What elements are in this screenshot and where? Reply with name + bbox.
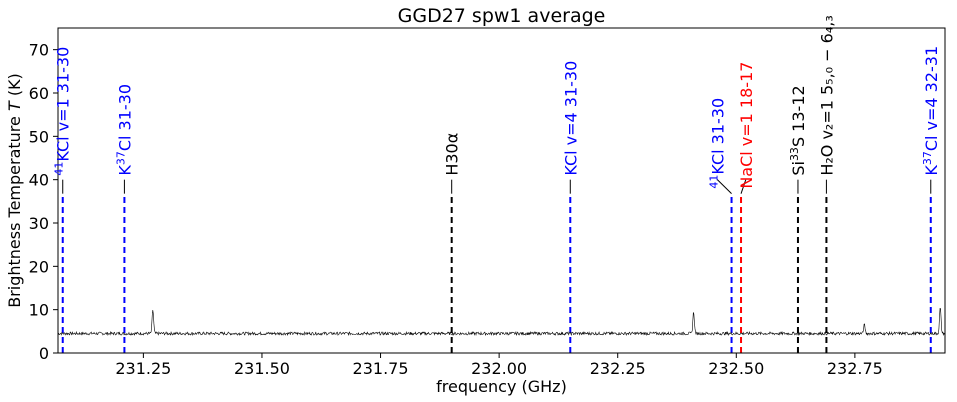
y-tick-label: 70 — [29, 41, 49, 60]
line-marker-label: 41KCl 31-30 — [707, 98, 728, 189]
line-marker-label: H₂O v₂=1 5₅,₀ − 6₄,₃ — [817, 15, 836, 175]
y-tick-label: 30 — [29, 214, 49, 233]
line-marker-leader — [740, 179, 747, 194]
line-marker-label: K37Cl v=4 32-31 — [920, 46, 941, 176]
line-marker-label: H30α — [443, 133, 462, 176]
x-tick-label: 232.75 — [827, 359, 883, 378]
y-tick-label: 0 — [39, 344, 49, 363]
line-marker-label: NaCl v=1 18-17 — [737, 62, 756, 189]
plot-frame — [57, 27, 946, 354]
x-axis-label: frequency (GHz) — [436, 377, 567, 396]
line-marker-leader — [716, 179, 732, 195]
y-tick-label: 50 — [29, 127, 49, 146]
x-tick-label: 232.00 — [471, 359, 527, 378]
x-tick-label: 231.50 — [234, 359, 290, 378]
x-tick-label: 232.25 — [590, 359, 646, 378]
line-marker-label: KCl v=4 31-30 — [561, 61, 580, 176]
line-marker-layer — [61, 179, 932, 353]
x-tick-label: 231.75 — [353, 359, 409, 378]
spectrum-trace — [57, 308, 946, 337]
line-marker-label: Si33S 13-12 — [787, 85, 808, 175]
y-tick-label: 10 — [29, 301, 49, 320]
line-marker-label: K37Cl 31-30 — [114, 84, 135, 176]
line-marker-label: 41KCl v=1 31-30 — [52, 47, 73, 176]
y-axis-label: Brightness Temperature T (K) — [5, 73, 24, 308]
x-tick-label: 231.25 — [115, 359, 171, 378]
line-label-layer: 41KCl v=1 31-30 K37Cl 31-30 H30α KCl v=4 31… — [52, 15, 941, 188]
y-tick-label: 20 — [29, 257, 49, 276]
y-tick-label: 40 — [29, 171, 49, 190]
y-tick-label: 60 — [29, 84, 49, 103]
chart-title: GGD27 spw1 average — [398, 5, 606, 27]
x-tick-label: 232.50 — [708, 359, 764, 378]
axis-ticks: 231.25 231.50 231.75 232.00 232.25 232.50 232.… — [29, 41, 883, 378]
